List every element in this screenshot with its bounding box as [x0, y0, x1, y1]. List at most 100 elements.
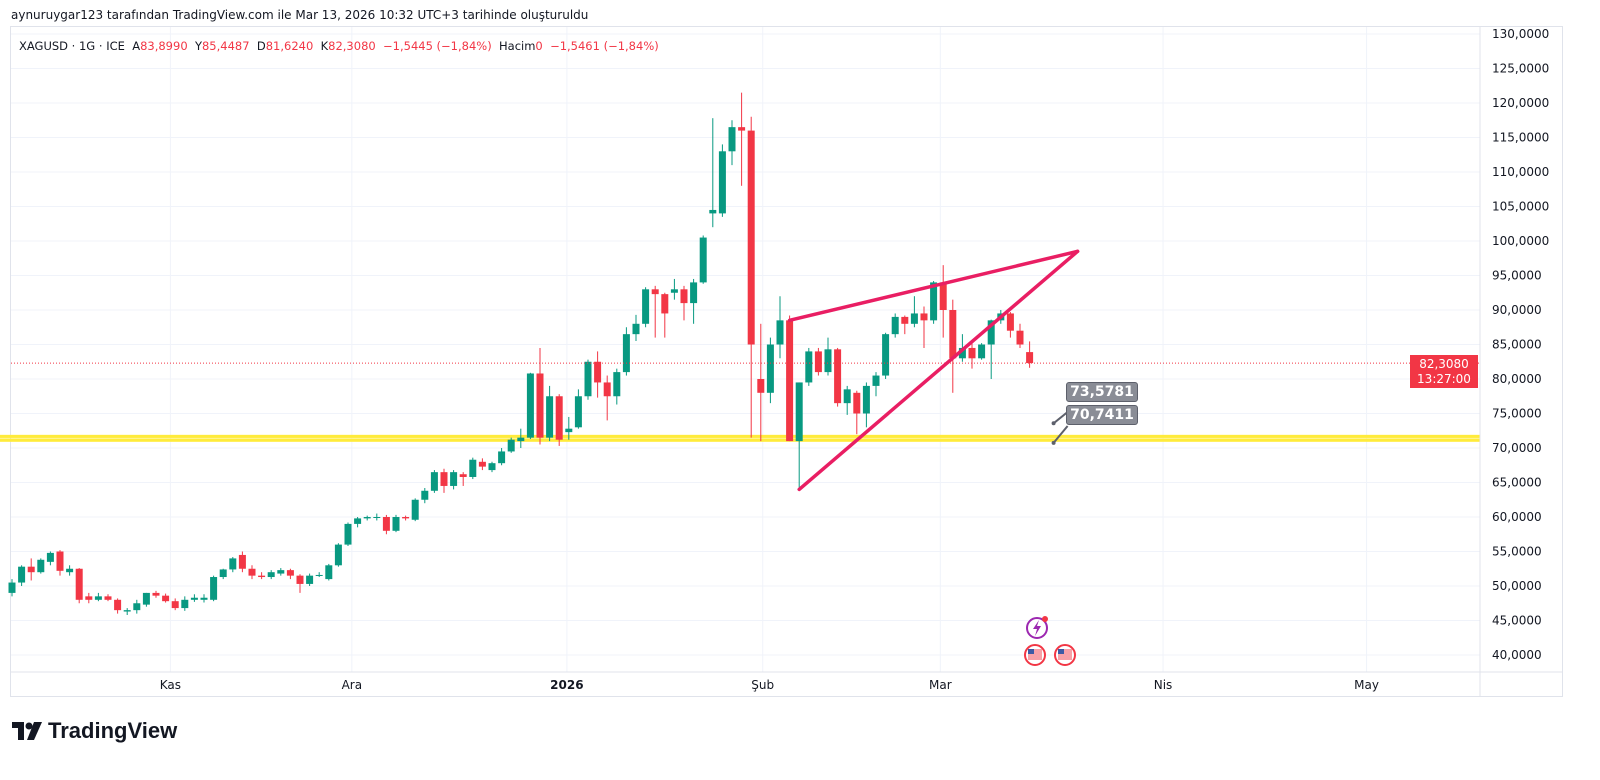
candle-down: [478, 461, 486, 467]
candle-up: [565, 428, 573, 433]
lightning-event-icon[interactable]: [1026, 616, 1048, 639]
logo-text: TradingView: [48, 718, 178, 743]
candle-up: [267, 572, 275, 578]
candle-up: [987, 320, 995, 345]
y-tick-label: 120,0000: [1492, 96, 1549, 110]
y-tick-label: 60,0000: [1492, 510, 1542, 524]
candle-up: [133, 603, 141, 611]
candle-up: [363, 517, 371, 519]
candle-up: [306, 575, 314, 584]
low-value: 81,6240: [265, 39, 314, 53]
candle-down: [114, 599, 122, 611]
candle-up: [795, 382, 803, 442]
last-price-tag: 82,3080 13:27:00: [1410, 355, 1478, 388]
chart-frame: [10, 26, 1563, 697]
price-callout-lower[interactable]: 70,7411: [1066, 405, 1138, 425]
volume-label: Hacim: [499, 39, 536, 53]
candle-down: [85, 596, 93, 600]
tradingview-logo[interactable]: TradingView: [12, 718, 177, 744]
candle-down: [75, 568, 83, 600]
y-tick-label: 80,0000: [1492, 372, 1542, 386]
chart-credit: aynuruygar123 tarafından TradingView.com…: [11, 8, 589, 22]
candle-up: [517, 437, 525, 442]
candle-up: [930, 282, 938, 321]
candle-down: [459, 474, 467, 477]
candle-up: [450, 472, 458, 486]
y-tick-label: 100,0000: [1492, 234, 1549, 248]
high-label: Y: [194, 39, 202, 53]
candle-up: [210, 577, 218, 600]
candle-up: [882, 334, 890, 376]
candle-up: [690, 282, 698, 304]
candle-up: [315, 574, 323, 576]
candle-up: [18, 566, 26, 583]
candle-down: [402, 517, 410, 519]
us-flag-event-icon[interactable]: [1024, 644, 1046, 666]
candle-down: [680, 289, 688, 304]
candle-up: [334, 544, 342, 566]
candle-down: [1026, 352, 1034, 364]
candle-up: [978, 344, 986, 359]
y-tick-label: 45,0000: [1492, 614, 1542, 628]
candle-up: [8, 582, 16, 593]
us-flag-event-icon[interactable]: [1054, 644, 1076, 666]
candle-down: [238, 554, 246, 569]
candle-up: [488, 463, 496, 471]
candle-up: [430, 472, 438, 491]
y-tick-label: 70,0000: [1492, 441, 1542, 455]
candle-up: [421, 490, 429, 500]
candle-up: [670, 289, 678, 293]
price-axis: 130,0000 125,0000 120,0000 115,0000 110,0000…: [1479, 27, 1549, 696]
y-tick-label: 85,0000: [1492, 338, 1542, 352]
candle-up: [123, 610, 131, 612]
candle-up: [632, 323, 640, 335]
candle-down: [594, 361, 602, 383]
candle-up: [891, 316, 899, 335]
y-tick-label: 75,0000: [1492, 407, 1542, 421]
grid: [11, 27, 1480, 672]
volume-change: −1,5461 (−1,84%): [550, 39, 659, 53]
y-tick-label: 115,0000: [1492, 131, 1549, 145]
x-tick-label: Şub: [751, 678, 774, 692]
candle-up: [392, 517, 400, 531]
y-tick-label: 50,0000: [1492, 579, 1542, 593]
candle-up: [613, 372, 621, 397]
candle-up: [200, 597, 208, 600]
candle-up: [507, 439, 515, 452]
candle-down: [651, 289, 659, 295]
callout-anchor-point: [1051, 421, 1056, 426]
candle-down: [834, 349, 842, 404]
wedge-lower-line: [797, 249, 1080, 492]
close-value: 82,3080: [328, 39, 376, 53]
candle-up: [66, 568, 74, 573]
drawings: [11, 249, 1480, 492]
price-callout-upper[interactable]: 73,5781: [1066, 382, 1138, 402]
candle-down: [248, 568, 256, 576]
y-tick-label: 105,0000: [1492, 200, 1549, 214]
low-label: D: [256, 39, 266, 53]
candle-down: [757, 379, 765, 393]
tradingview-logo-icon: [12, 722, 42, 740]
candle-up: [498, 451, 506, 464]
candle-up: [219, 569, 227, 578]
candle-up: [766, 344, 774, 393]
candle-down: [555, 396, 563, 440]
candle-down: [440, 472, 448, 486]
candle-down: [536, 373, 544, 438]
y-tick-label: 110,0000: [1492, 165, 1549, 179]
candle-up: [805, 351, 813, 383]
candle-up: [862, 385, 870, 414]
candle-up: [958, 347, 966, 359]
candles: [8, 92, 1034, 615]
candle-up: [277, 570, 285, 574]
open-value: 83,8990: [140, 39, 188, 53]
candle-up: [622, 334, 630, 373]
change-value: −1,5445 (−1,84%): [383, 39, 492, 53]
symbol-label[interactable]: XAGUSD · 1G · ICE: [19, 39, 125, 53]
bar-countdown: 13:27:00: [1417, 372, 1471, 386]
candle-down: [27, 566, 35, 573]
candle-up: [469, 459, 477, 477]
candle-up: [229, 558, 237, 570]
callout-pointer: [1052, 411, 1069, 425]
